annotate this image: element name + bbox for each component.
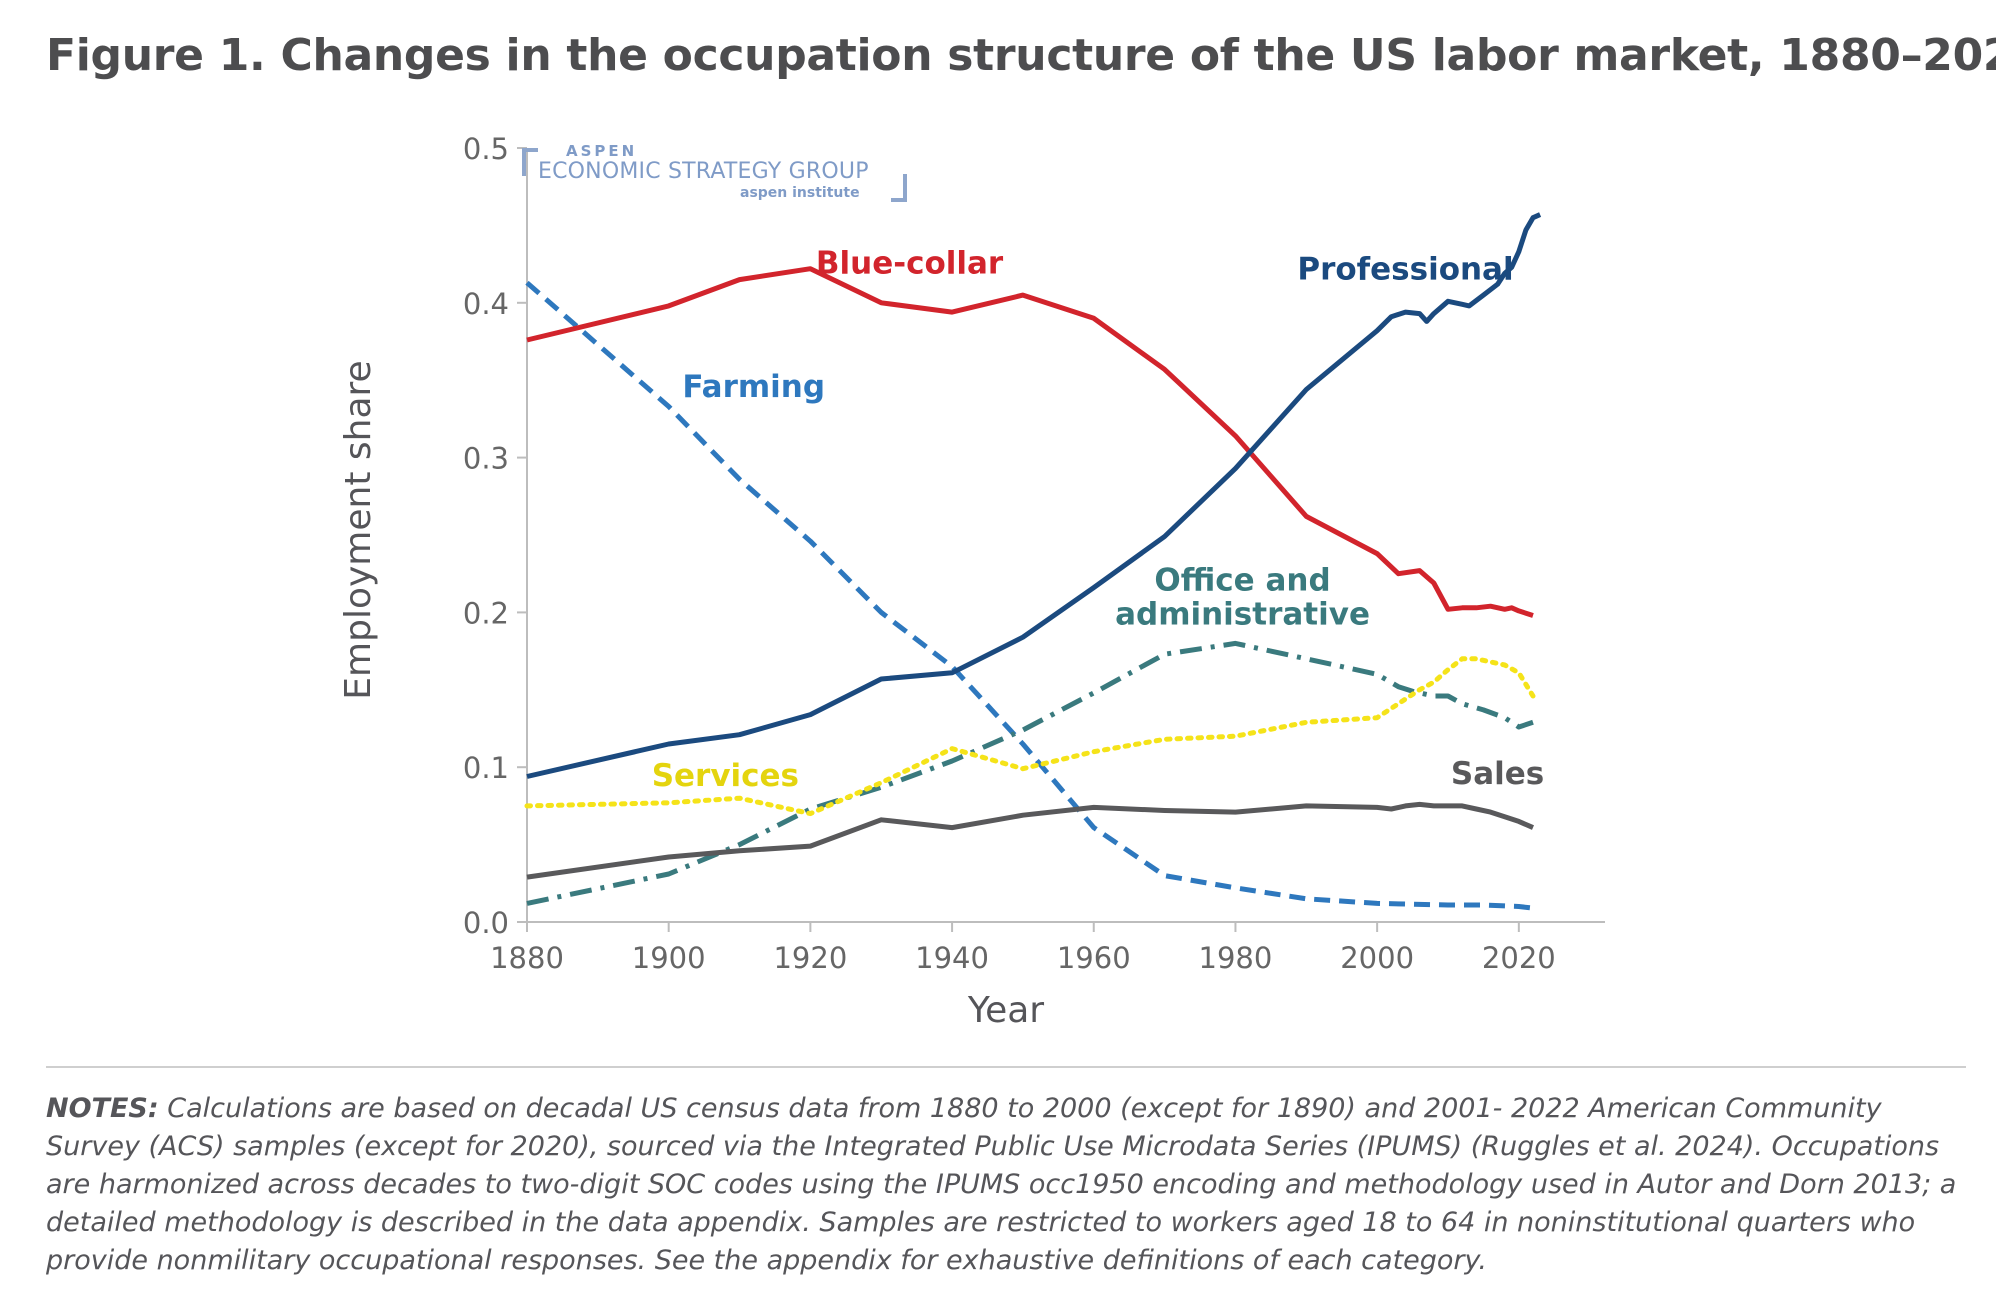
x-tick-label: 1880 [490, 941, 564, 975]
x-tick-label: 1940 [915, 941, 989, 975]
series-labels: Blue-collar Professional Farming Office and… [652, 245, 1545, 793]
logo-line-3: aspen institute [740, 185, 860, 201]
series-line-farming [525, 280, 1534, 911]
line-chart: 0.0 0.1 0.2 0.3 0.4 0.5 1880 1900 1920 1940 1960 19… [338, 132, 1605, 1031]
notes: NOTES: Calculations are based on decadal… [46, 1090, 1966, 1280]
series-label-sales: Sales [1451, 756, 1544, 792]
x-tick-label: 1900 [632, 941, 706, 975]
x-tick-label: 1980 [1199, 941, 1273, 975]
aspen-logo: ASPEN ECONOMIC STRATEGY GROUP aspen inst… [522, 140, 907, 206]
x-tick-label: 1920 [773, 941, 847, 975]
series-line-blue-collar [526, 266, 1534, 618]
logo-bracket-icon [891, 174, 907, 202]
series-label-office-and-administrative: Office and [1154, 563, 1330, 599]
logo-line-2: ECONOMIC STRATEGY GROUP [538, 159, 869, 184]
series-label-professional: Professional [1297, 252, 1513, 288]
y-tick-label: 0.4 [463, 287, 509, 321]
series-label-services: Services [652, 758, 799, 794]
notes-label: NOTES: [46, 1093, 159, 1124]
series-line-office-and-administrative [526, 640, 1534, 906]
series-line-services [524, 656, 1536, 817]
x-axis-title: Year [967, 990, 1044, 1031]
y-axis-title: Employment share [338, 360, 379, 699]
chart-axes: 0.0 0.1 0.2 0.3 0.4 0.5 1880 1900 1920 1940 1960 19… [338, 132, 1605, 1031]
notes-text: Calculations are based on decadal US cen… [46, 1093, 1957, 1276]
x-tick-label: 2000 [1340, 941, 1414, 975]
page-title: Figure 1. Changes in the occupation stru… [46, 30, 1996, 81]
y-tick-label: 0.5 [463, 132, 509, 166]
y-tick-label: 0.1 [463, 751, 509, 785]
divider [46, 1066, 1966, 1068]
x-tick-label: 1960 [1057, 941, 1131, 975]
series-label-blue-collar: Blue-collar [816, 245, 1004, 281]
series-label-office-and-administrative: administrative [1115, 597, 1370, 633]
y-tick-label: 0.2 [463, 596, 509, 630]
logo-line-1: ASPEN [566, 142, 638, 160]
series-label-farming: Farming [682, 369, 825, 405]
series-line-sales [526, 801, 1535, 880]
x-tick-label: 2020 [1482, 941, 1556, 975]
y-tick-label: 0.3 [463, 442, 509, 476]
series-line-professional [526, 212, 1542, 779]
y-tick-label: 0.0 [463, 906, 509, 940]
logo-bracket-icon [522, 148, 538, 176]
series-layer [524, 212, 1542, 911]
